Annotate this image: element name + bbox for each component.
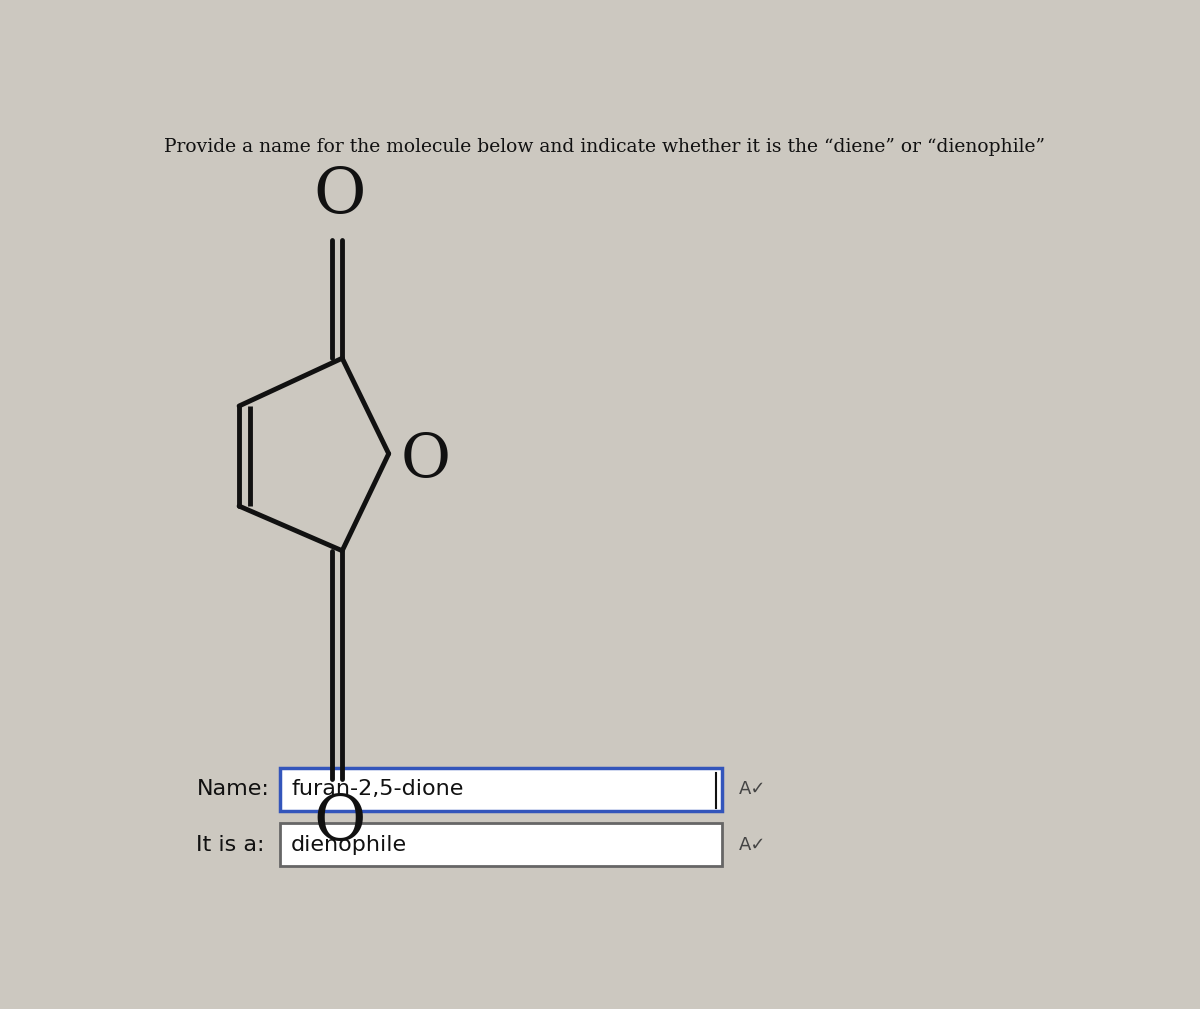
- Text: O: O: [313, 793, 366, 855]
- Text: Provide a name for the molecule below and indicate whether it is the “diene” or : Provide a name for the molecule below an…: [164, 138, 1045, 156]
- Text: furan-2,5-dione: furan-2,5-dione: [292, 779, 463, 799]
- Text: O: O: [313, 165, 366, 227]
- Text: O: O: [401, 430, 451, 490]
- FancyBboxPatch shape: [281, 823, 722, 867]
- Text: Name:: Name:: [197, 779, 269, 799]
- FancyBboxPatch shape: [281, 768, 722, 811]
- Text: It is a:: It is a:: [197, 834, 265, 855]
- Text: A✓: A✓: [739, 835, 767, 854]
- Text: A✓: A✓: [739, 780, 767, 798]
- Text: dienophile: dienophile: [292, 834, 407, 855]
